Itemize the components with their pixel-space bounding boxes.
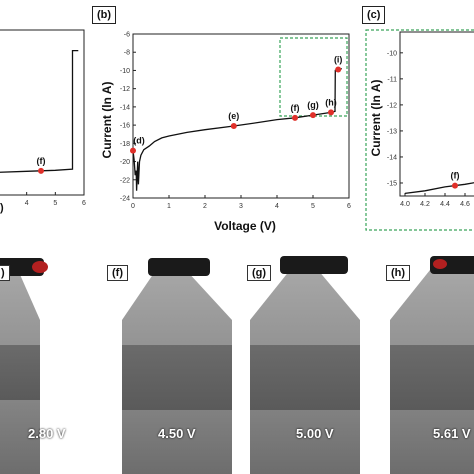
chart-b-point — [328, 109, 334, 116]
chart-a-point-label: (f) — [37, 156, 46, 166]
chart-c-ytick-label: -10 — [387, 50, 397, 57]
micrograph-label-g: (g) — [247, 265, 272, 281]
chart-b-xtick-label: 6 — [347, 203, 351, 210]
chart-b-point — [335, 66, 342, 73]
chart-b-point-label: (d) — [133, 136, 145, 146]
chart-b-zoom-box — [279, 37, 348, 117]
panel-label-b: (b) — [92, 6, 117, 24]
chart-c-point — [452, 182, 458, 189]
chart-c-xtick-label: 4.2 — [420, 201, 430, 208]
chart-c-frame — [399, 31, 474, 197]
chart-c-series-line — [404, 182, 474, 195]
chart-b-point-label: (h) — [325, 97, 337, 107]
chart-c-ylabel: Current (ln A) — [369, 80, 383, 157]
chart-c-ytick-label: -15 — [387, 180, 397, 187]
chart-a-point — [38, 167, 44, 174]
panel-label-a-partial: ) — [0, 200, 8, 216]
chart-c: Current (ln A) 4.0 4.2 4.4 4.6 -10 -11 -12 -13 -… — [365, 29, 474, 231]
chart-b-ytick-label: -12 — [120, 86, 130, 93]
chart-b-series-line — [132, 67, 342, 191]
micrograph-h — [390, 256, 474, 474]
micrograph-label-partial: ) — [0, 265, 10, 281]
chart-a-xtick-label: 4 — [25, 200, 29, 207]
micrograph-f — [122, 258, 232, 474]
voltage-label-4: 5.61 V — [433, 426, 471, 441]
chart-b-xtick-label: 4 — [275, 203, 279, 210]
micrograph-label-f: (f) — [107, 265, 128, 281]
chart-b-ytick-label: -16 — [120, 123, 130, 130]
chart-a-frame — [0, 29, 85, 196]
chart-b-point — [292, 114, 298, 121]
chart-b-ytick-label: -10 — [120, 68, 130, 75]
chart-c-zoom-border — [365, 29, 474, 231]
chart-b-point-label: (e) — [228, 111, 239, 121]
chart-b-point — [310, 112, 316, 119]
chart-a-xtick-label: 6 — [82, 200, 86, 207]
chart-c-ytick-label: -14 — [387, 154, 397, 161]
chart-b-point-label: (i) — [334, 55, 343, 65]
chart-b-xtick-label: 0 — [131, 203, 135, 210]
chart-b-ytick-label: -24 — [120, 196, 130, 203]
chart-b-ylabel: Current (ln A) — [100, 82, 114, 159]
chart-b-xtick-label: 1 — [167, 203, 171, 210]
panel-label-c: (c) — [362, 6, 386, 24]
chart-a-xtick-label: 5 — [53, 200, 57, 207]
voltage-label-2: 4.50 V — [158, 426, 196, 441]
micrograph-label-h: (h) — [386, 265, 411, 281]
chart-a: 4 5 6 (f) — [0, 29, 86, 207]
chart-c-point-label: (f) — [451, 171, 460, 181]
chart-c-ytick-label: -12 — [387, 102, 397, 109]
probe-tip-1 — [0, 258, 44, 276]
probe-tip-2 — [148, 258, 210, 276]
chart-b: Current (ln A) Voltage (V) 0 1 2 3 4 5 6 -6 -8 -1… — [100, 32, 351, 234]
chart-c-ytick-label: -11 — [387, 76, 397, 83]
probe-tip-3 — [280, 256, 348, 274]
chart-b-point-label: (f) — [291, 103, 300, 113]
micrograph-g — [250, 256, 360, 474]
chart-b-ytick-label: -18 — [120, 141, 130, 148]
micrograph-e — [0, 258, 48, 474]
chart-b-xtick-label: 5 — [311, 203, 315, 210]
chart-c-ytick-label: -13 — [387, 128, 397, 135]
chart-c-xtick-label: 4.0 — [400, 201, 410, 208]
chart-c-xtick-label: 4.4 — [440, 201, 450, 208]
chart-b-xtick-label: 3 — [239, 203, 243, 210]
chart-b-xlabel: Voltage (V) — [214, 219, 276, 233]
voltage-label-3: 5.00 V — [296, 426, 334, 441]
chart-a-series-line — [0, 49, 79, 173]
chart-b-ytick-label: -6 — [124, 32, 130, 39]
chart-b-point — [230, 123, 237, 130]
voltage-label-1: 2.80 V — [28, 426, 66, 441]
chart-b-point-label: (g) — [307, 100, 319, 110]
chart-b-point — [130, 147, 136, 154]
chart-b-xtick-label: 2 — [203, 203, 207, 210]
chart-b-ytick-label: -20 — [120, 159, 130, 166]
micrograph-row — [0, 256, 474, 474]
chart-b-ytick-label: -14 — [120, 104, 130, 111]
chart-c-xtick-label: 4.6 — [460, 201, 470, 208]
chart-b-ytick-label: -22 — [120, 177, 130, 184]
chart-b-ytick-label: -8 — [124, 50, 130, 57]
